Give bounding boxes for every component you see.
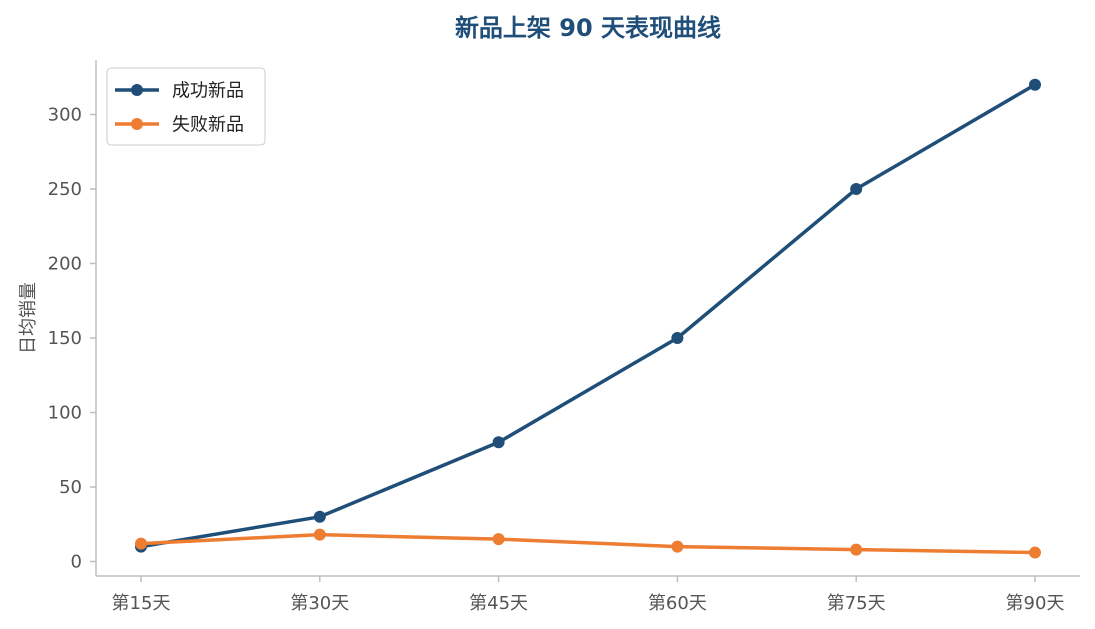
- legend-marker-0: [131, 84, 143, 96]
- series-1-point: [671, 540, 684, 553]
- series-0-point: [492, 436, 505, 449]
- chart-title: 新品上架 90 天表现曲线: [455, 14, 721, 42]
- legend-marker-1: [131, 118, 143, 130]
- legend-label-0: 成功新品: [172, 81, 244, 102]
- series-1-point: [135, 537, 147, 550]
- y-tick-label: 50: [59, 477, 82, 498]
- y-axis-label: 日均销量: [18, 282, 39, 354]
- x-ticks: 第15天 第30天 第45天 第60天 第75天 第90天: [112, 576, 1065, 614]
- y-ticks: 0 50 100 150 200 250 300: [48, 105, 96, 573]
- series-line-1: [139, 532, 1037, 555]
- series-0-point: [1029, 78, 1041, 91]
- y-tick-label: 150: [48, 328, 82, 349]
- series-line-0: [139, 82, 1037, 549]
- x-tick-label: 第45天: [469, 593, 528, 614]
- x-tick-label: 第75天: [827, 593, 886, 614]
- y-tick-label: 200: [48, 254, 82, 275]
- x-tick-label: 第90天: [1006, 593, 1065, 614]
- legend-label-1: 失败新品: [172, 115, 244, 136]
- y-tick-label: 100: [48, 403, 82, 424]
- series-1-point: [492, 533, 505, 546]
- series-0-point: [671, 332, 684, 344]
- y-tick-label: 300: [48, 105, 82, 126]
- x-tick-label: 第15天: [112, 593, 171, 614]
- series-1-point: [313, 528, 326, 541]
- y-tick-label: 0: [71, 552, 82, 573]
- y-tick-label: 250: [48, 179, 82, 200]
- series-1-point: [1029, 546, 1041, 559]
- series-layer: [135, 78, 1041, 559]
- x-tick-label: 第60天: [648, 593, 707, 614]
- x-tick-label: 第30天: [290, 593, 349, 614]
- series-0-point: [313, 510, 326, 523]
- series-1-point: [850, 543, 863, 556]
- axes: [95, 60, 1080, 577]
- series-0-point: [850, 183, 863, 195]
